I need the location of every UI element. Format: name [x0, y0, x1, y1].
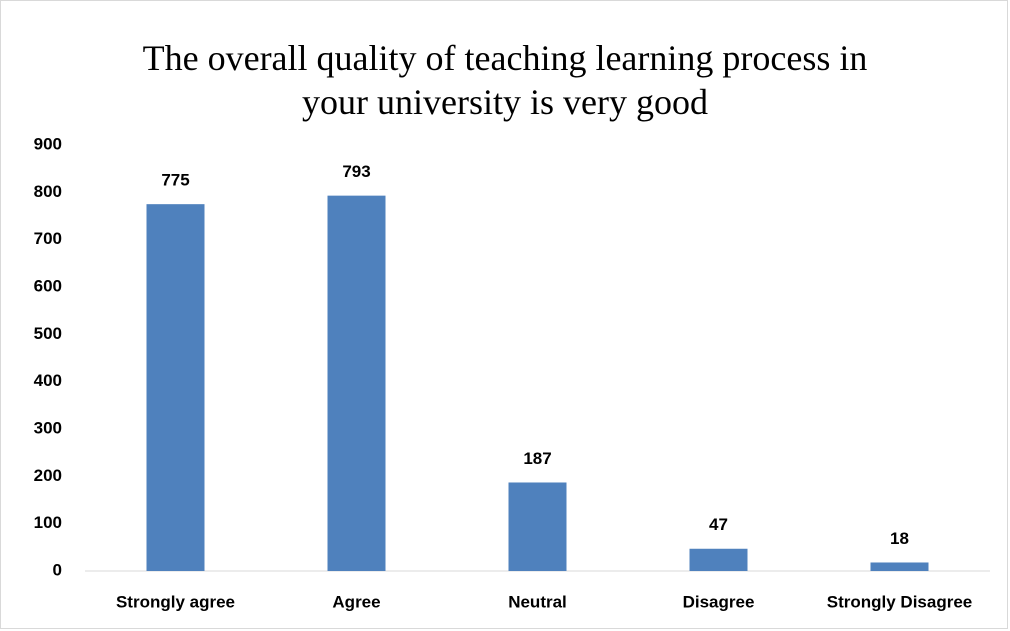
bar [689, 548, 748, 571]
x-tick-label: Neutral [508, 592, 567, 611]
x-tick-label: Disagree [683, 592, 755, 611]
bar [146, 204, 205, 571]
bar [508, 482, 567, 571]
x-tick-label: Agree [332, 592, 380, 611]
y-tick-label: 0 [53, 560, 62, 579]
chart-title: The overall quality of teaching learning… [142, 38, 868, 122]
y-tick-label: 800 [34, 182, 62, 201]
data-label: 18 [890, 529, 909, 548]
y-tick-label: 400 [34, 371, 62, 390]
y-tick-label: 100 [34, 513, 62, 532]
data-label: 775 [161, 171, 189, 190]
x-tick-label: Strongly Disagree [827, 592, 973, 611]
y-tick-label: 900 [34, 134, 62, 153]
bar [870, 562, 929, 571]
y-tick-label: 200 [34, 466, 62, 485]
data-label: 793 [342, 162, 370, 181]
data-label: 47 [709, 515, 728, 534]
y-tick-label: 700 [34, 229, 62, 248]
data-label: 187 [523, 449, 551, 468]
x-tick-label: Strongly agree [116, 592, 235, 611]
y-tick-label: 600 [34, 276, 62, 295]
y-tick-label: 300 [34, 418, 62, 437]
bar [327, 195, 386, 571]
y-tick-label: 500 [34, 324, 62, 343]
